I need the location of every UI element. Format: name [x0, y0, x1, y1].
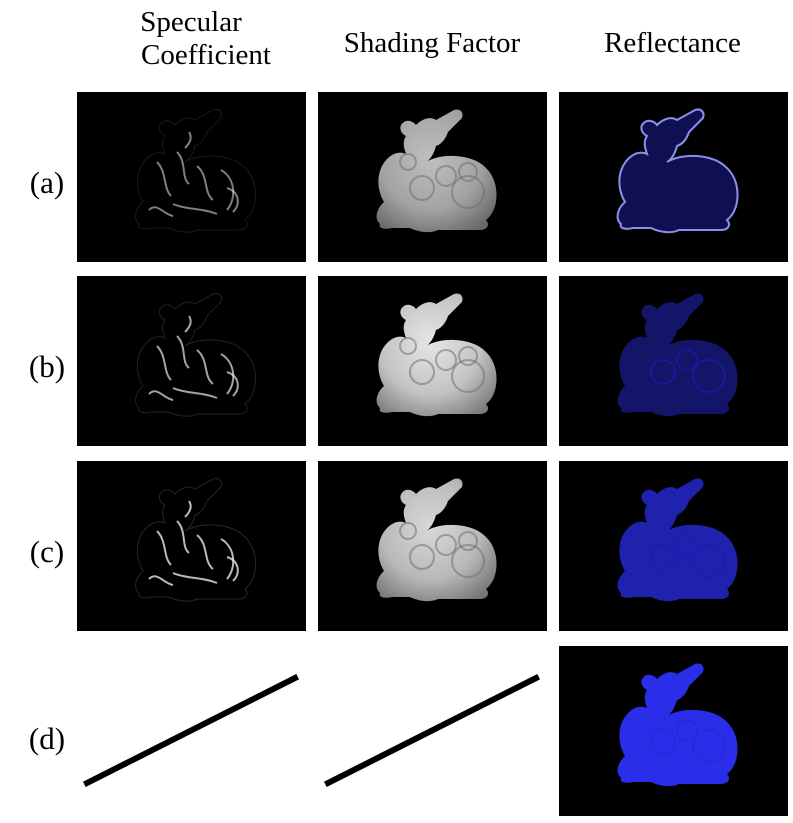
row-label-c: (c): [29, 534, 65, 569]
bunny-render: [135, 478, 256, 602]
panel-d-specular-empty-slash: [82, 673, 300, 788]
bunny-detail: [676, 534, 698, 556]
specular-highlight: [220, 169, 235, 211]
panel-b-reflectance: [559, 276, 788, 446]
bunny-detail: [435, 349, 457, 371]
bunny-detail: [409, 175, 435, 201]
bunny-detail: [458, 531, 478, 551]
bunny-render: [135, 109, 256, 233]
specular-highlight: [196, 534, 214, 570]
specular-highlight: [148, 206, 174, 217]
bunny-shape: [617, 663, 738, 787]
bunny-detail: [692, 729, 726, 763]
panel-d-shading-empty-slash: [323, 673, 541, 788]
specular-highlight: [148, 575, 174, 586]
specular-highlight: [220, 538, 235, 580]
bunny-render: [617, 478, 738, 602]
specular-highlight: [196, 165, 214, 201]
bunny-detail: [676, 719, 698, 741]
specular-highlight: [176, 151, 190, 185]
panel-a-specular: [77, 92, 306, 262]
specular-highlight: [156, 345, 172, 381]
specular-highlight: [226, 371, 239, 397]
bunny-render: [617, 293, 738, 417]
bunny-shape: [617, 478, 738, 602]
bunny-shape: [135, 478, 256, 602]
bunny-detail: [399, 153, 417, 171]
bunny-detail: [458, 346, 478, 366]
column-header-specular: Specular Coefficient: [96, 6, 286, 72]
bunny-detail: [435, 165, 457, 187]
specular-highlight: [184, 500, 192, 518]
panel-d-reflectance: [559, 646, 788, 816]
bunny-render: [617, 663, 738, 787]
specular-highlight: [196, 349, 214, 385]
bunny-render: [616, 108, 739, 234]
panel-b-specular: [77, 276, 306, 446]
bunny-detail: [692, 544, 726, 578]
specular-highlight: [148, 390, 174, 401]
bunny-detail: [650, 359, 676, 385]
bunny-render: [135, 293, 256, 417]
bunny-detail: [451, 359, 485, 393]
bunny-detail: [409, 544, 435, 570]
row-label-a: (a): [29, 165, 65, 200]
bunny-detail: [409, 359, 435, 385]
row-label-d: (d): [28, 721, 66, 756]
row-label-b: (b): [28, 349, 66, 384]
specular-highlight: [176, 335, 190, 369]
bunny-detail: [399, 337, 417, 355]
panel-a-reflectance: [559, 92, 788, 262]
specular-highlight: [220, 353, 235, 395]
panel-b-shading: [318, 276, 547, 446]
specular-highlight: [226, 556, 239, 582]
specular-highlight: [172, 203, 218, 215]
column-header-specular-line2: Coefficient: [141, 39, 271, 71]
bunny-detail: [692, 359, 726, 393]
specular-highlight: [172, 572, 218, 584]
bunny-detail: [451, 175, 485, 209]
specular-highlight: [156, 530, 172, 566]
column-header-shading-line1: Shading Factor: [343, 27, 521, 59]
bunny-shape: [135, 293, 256, 417]
column-header-shading: Shading Factor: [312, 27, 552, 60]
specular-highlight: [226, 187, 239, 213]
panel-a-shading: [318, 92, 547, 262]
panel-c-reflectance: [559, 461, 788, 631]
specular-highlight: [184, 315, 192, 333]
bunny-shape: [135, 109, 256, 233]
bunny-detail: [435, 534, 457, 556]
bunny-detail: [650, 729, 676, 755]
bunny-detail: [458, 162, 478, 182]
bunny-rim-highlight: [616, 108, 739, 234]
column-header-reflectance-line1: Reflectance: [604, 27, 741, 59]
column-header-reflectance: Reflectance: [558, 27, 787, 60]
bunny-detail: [399, 522, 417, 540]
panel-c-shading: [318, 461, 547, 631]
bunny-detail: [676, 349, 698, 371]
bunny-detail: [451, 544, 485, 578]
column-header-specular-line1: Specular: [140, 6, 242, 38]
panel-c-specular: [77, 461, 306, 631]
specular-highlight: [156, 161, 172, 197]
bunny-detail: [650, 544, 676, 570]
specular-highlight: [172, 387, 218, 399]
specular-highlight: [184, 131, 192, 149]
bunny-render: [376, 109, 497, 233]
bunny-render: [376, 293, 497, 417]
specular-highlight: [176, 520, 190, 554]
bunny-render: [376, 478, 497, 602]
bunny-shape: [617, 109, 738, 233]
